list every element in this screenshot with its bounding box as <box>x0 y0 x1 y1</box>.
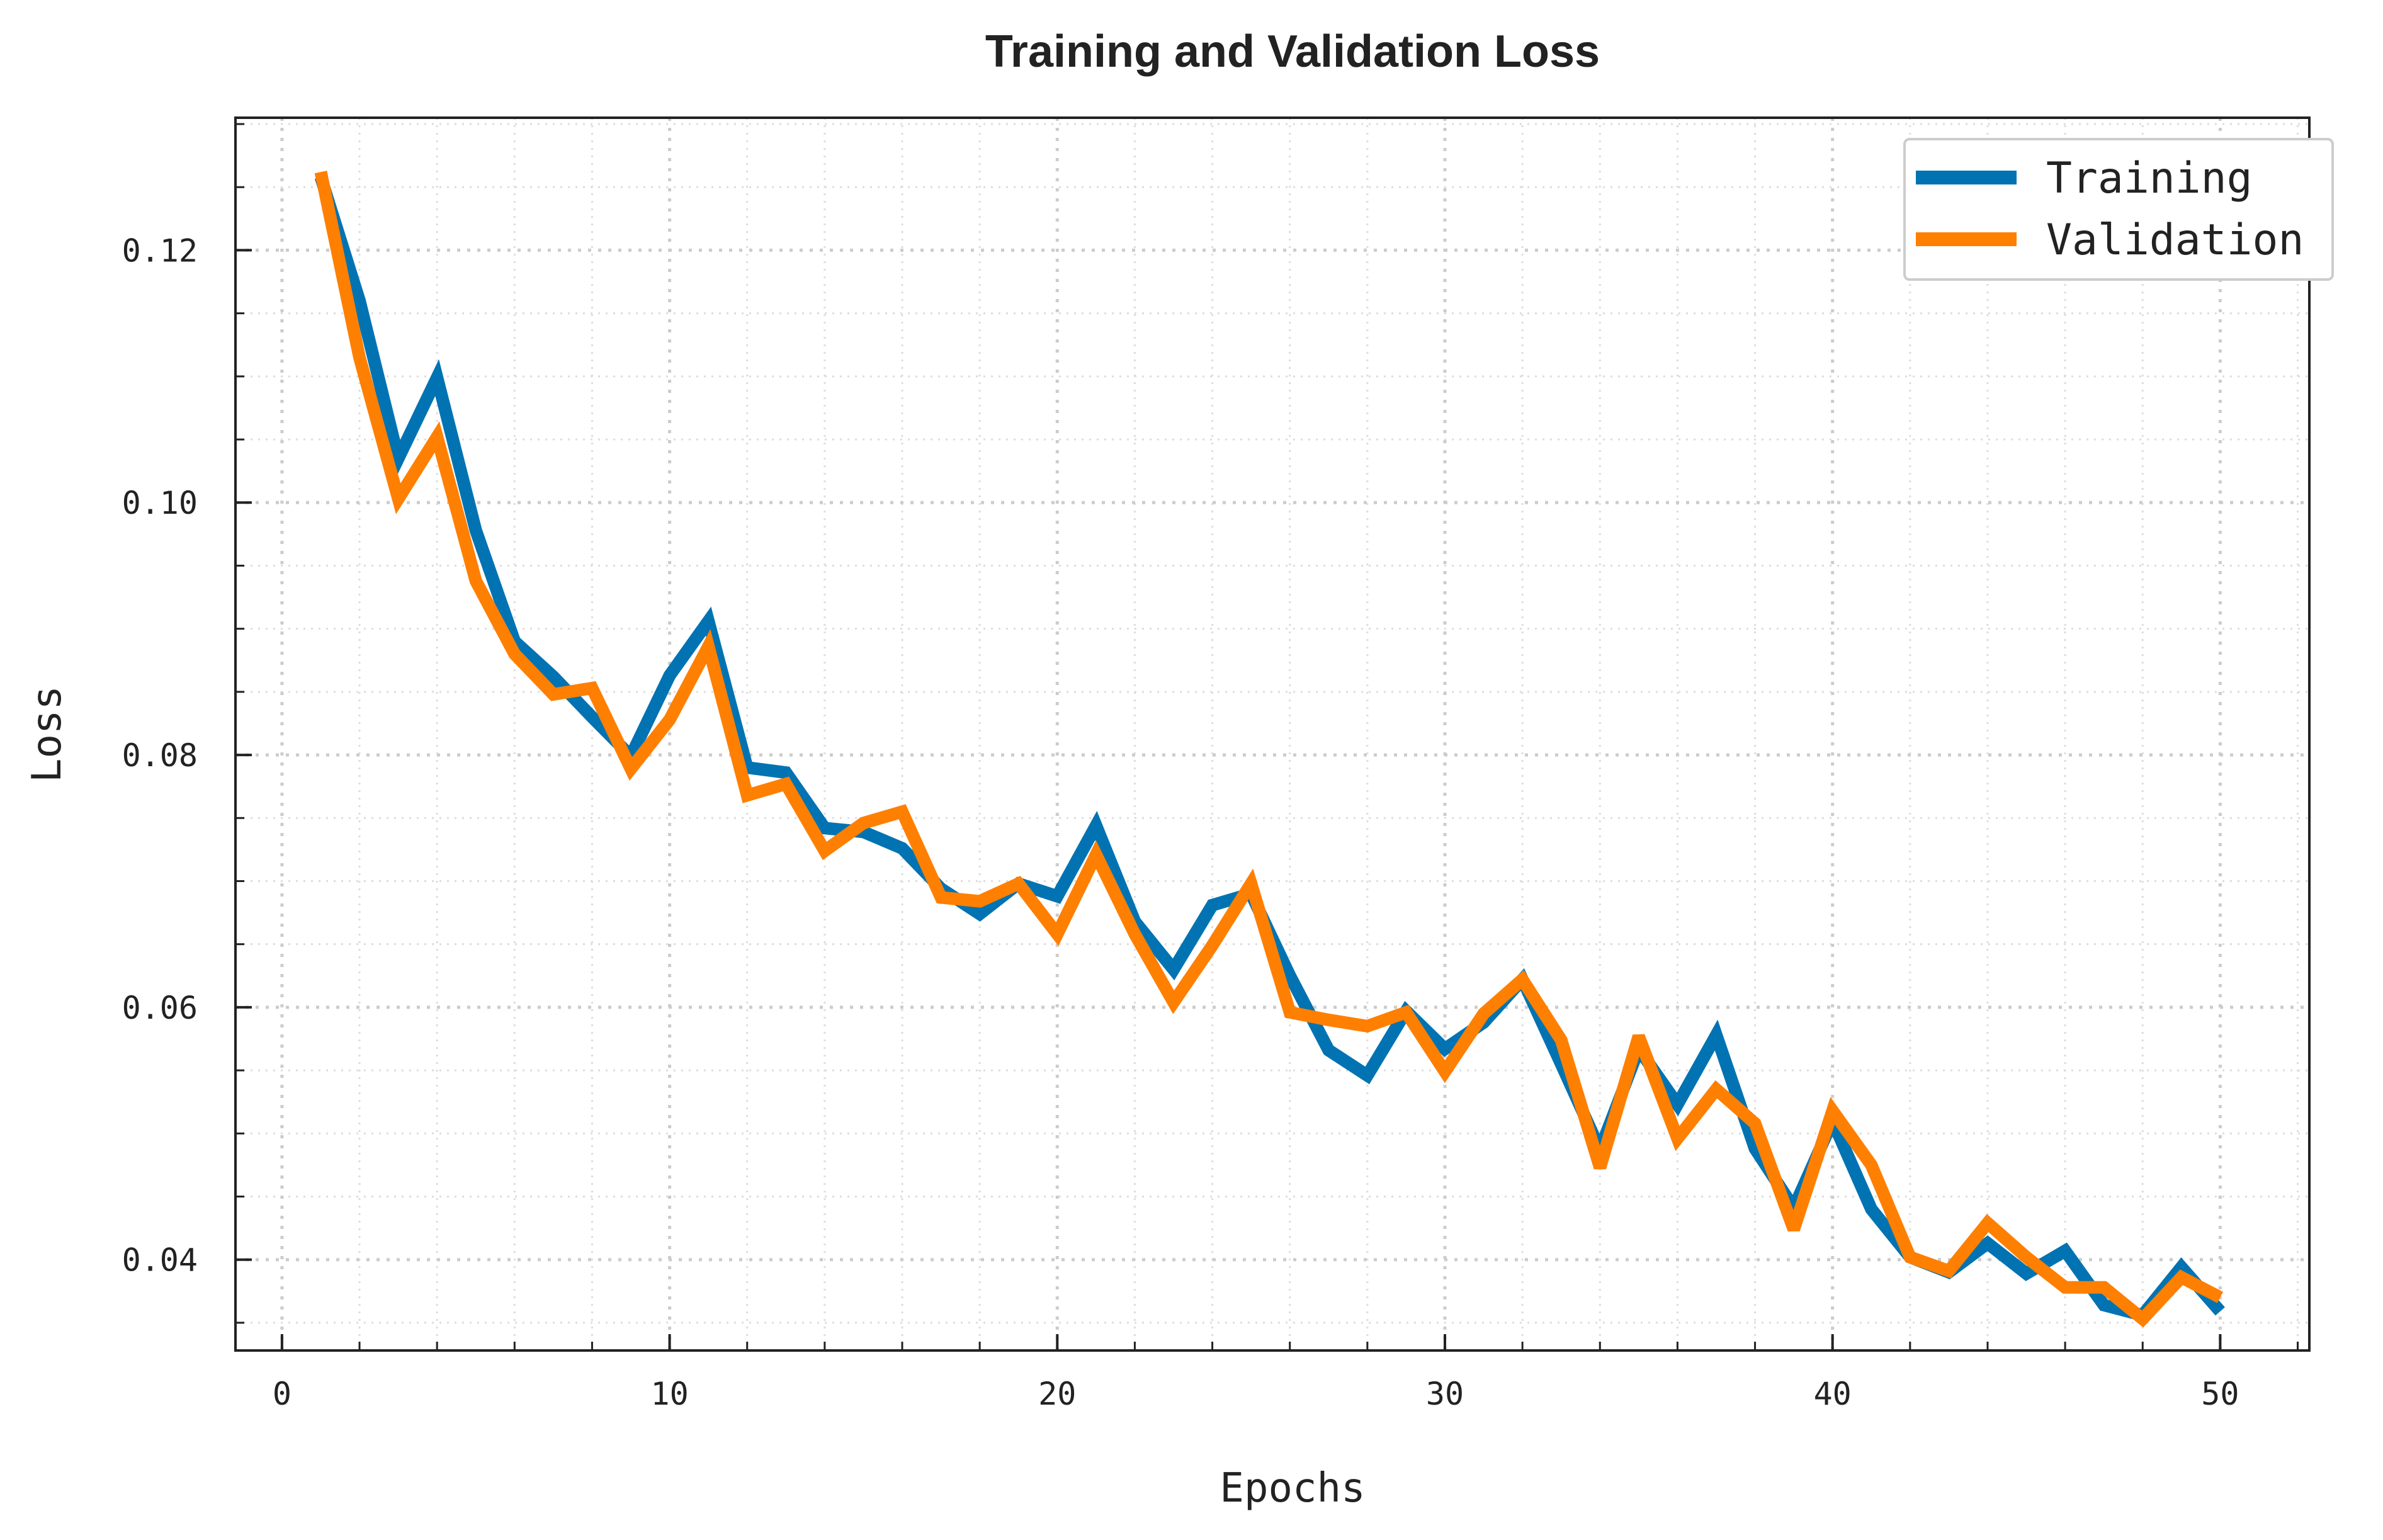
x-tick-label: 0 <box>273 1376 292 1412</box>
legend-validation-label: Validation <box>2046 215 2304 265</box>
x-tick-label: 50 <box>2201 1376 2239 1412</box>
series-lines <box>314 171 2225 1328</box>
y-axis-label: Loss <box>24 686 71 783</box>
plot-area-frame <box>234 116 2311 1352</box>
x-tick-label: 40 <box>1814 1376 1852 1412</box>
validation-loss-line <box>314 171 2224 1328</box>
x-tick-label: 20 <box>1038 1376 1076 1412</box>
axis-ticks: 0 10 20 30 40 50 0.04 0.06 0.08 0.10 0.12 <box>122 123 2299 1412</box>
y-tick-label: 0.08 <box>122 737 198 774</box>
x-tick-label: 10 <box>650 1376 688 1412</box>
legend: Training Validation <box>1903 138 2334 281</box>
y-tick-label: 0.12 <box>122 232 198 269</box>
y-tick-label: 0.04 <box>122 1242 198 1279</box>
y-tick-label: 0.10 <box>122 485 198 521</box>
legend-training-label: Training <box>2046 154 2253 203</box>
y-tick-label: 0.06 <box>122 990 198 1026</box>
grid-lines <box>235 118 2309 1350</box>
chart-title: Training and Validation Loss <box>985 26 1600 77</box>
x-axis-label: Epochs <box>1220 1465 1365 1512</box>
x-tick-label: 30 <box>1426 1376 1464 1412</box>
